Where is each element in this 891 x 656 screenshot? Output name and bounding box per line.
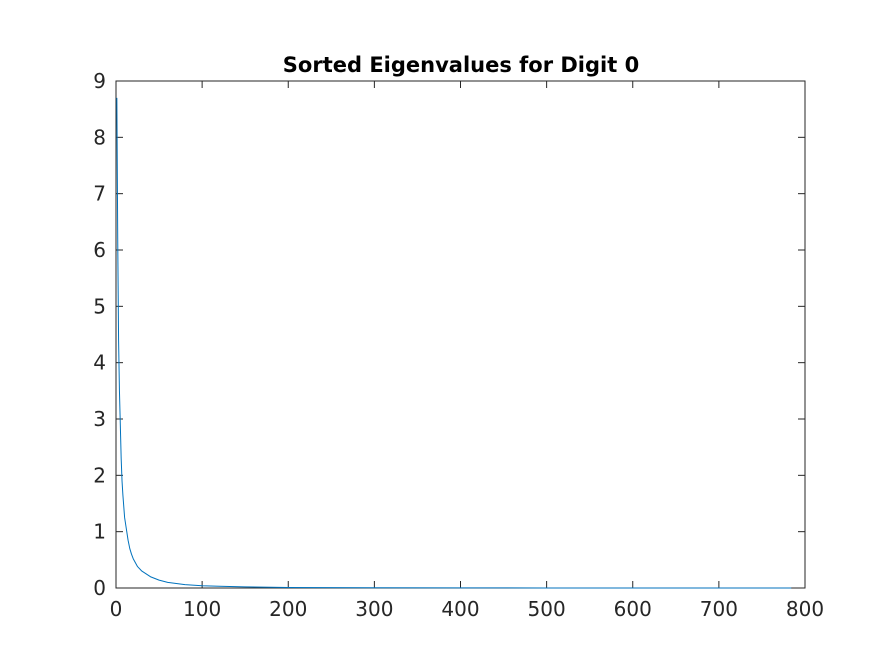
- series-line-1: [116, 97, 792, 589]
- x-tick-label: 500: [528, 597, 566, 621]
- x-tick-label: 400: [441, 597, 479, 621]
- axes-box: [115, 80, 806, 589]
- x-tick-label: 800: [786, 597, 824, 621]
- x-tick-label: 700: [700, 597, 738, 621]
- y-tick-label: 5: [93, 294, 106, 318]
- x-tick-label: 200: [269, 597, 307, 621]
- y-tick-label: 9: [93, 69, 106, 93]
- y-tick-label: 0: [93, 576, 106, 600]
- x-tick-label: 0: [110, 597, 123, 621]
- y-tick-label: 7: [93, 182, 106, 206]
- y-tick-label: 3: [93, 407, 106, 431]
- y-tick-label: 4: [93, 351, 106, 375]
- y-tick-label: 1: [93, 520, 106, 544]
- x-tick-label: 300: [355, 597, 393, 621]
- y-tick-label: 6: [93, 238, 106, 262]
- data-layer: [116, 97, 792, 589]
- x-tick-label: 600: [614, 597, 652, 621]
- chart-title: Sorted Eigenvalues for Digit 0: [283, 53, 639, 77]
- ticks-layer: 0 100 200 300 400 500 600 700 800 0 1 2 3 4 5 6 7 8 9: [93, 69, 824, 621]
- y-tick-label: 8: [93, 125, 106, 149]
- x-tick-label: 100: [183, 597, 221, 621]
- y-tick-label: 2: [93, 463, 106, 487]
